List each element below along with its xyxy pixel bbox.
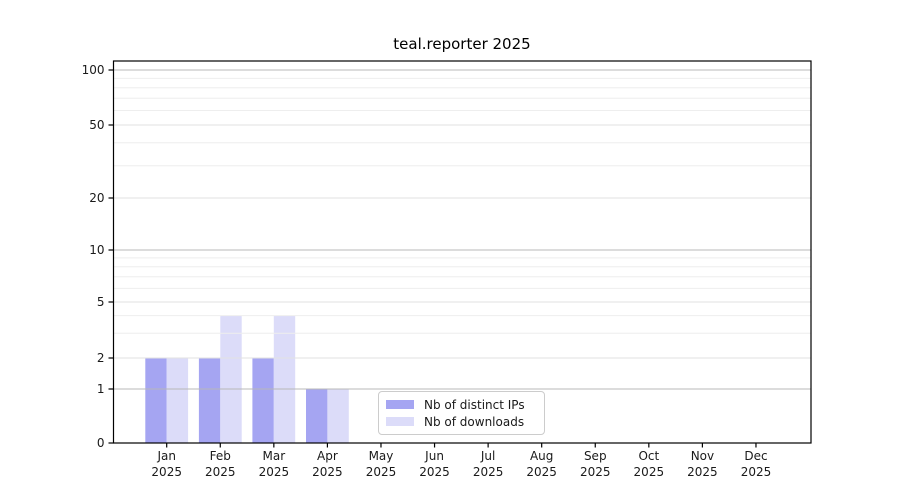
x-tick-label-year: 2025 (526, 465, 557, 479)
chart-title: teal.reporter 2025 (393, 35, 531, 53)
bar-nb-of-downloads-mar (273, 315, 296, 443)
x-tick-label-month: Oct (638, 449, 659, 463)
plot-border (112, 60, 812, 444)
bar-nb-of-distinct-ips-apr (306, 389, 328, 443)
y-tick-label: 10 (89, 243, 104, 257)
x-tick-label-month: Jul (480, 449, 495, 463)
y-tick-label: 50 (89, 118, 104, 132)
x-tick-label-month: Aug (530, 449, 553, 463)
x-tick-label-month: Nov (691, 449, 714, 463)
x-tick-label-year: 2025 (580, 465, 611, 479)
bar-nb-of-distinct-ips-jan (145, 358, 167, 443)
x-tick-label-month: Dec (744, 449, 767, 463)
legend-label-distinct-ips: Nb of distinct IPs (424, 397, 525, 412)
legend-entry-downloads: Nb of downloads (386, 416, 544, 428)
y-tick-label: 20 (89, 191, 104, 205)
x-tick-label-month: May (369, 449, 394, 463)
x-tick-label-year: 2025 (419, 465, 450, 479)
x-tick-label-year: 2025 (687, 465, 718, 479)
x-tick-label-year: 2025 (634, 465, 665, 479)
x-tick-label-month: Sep (584, 449, 607, 463)
x-tick-label-year: 2025 (473, 465, 504, 479)
y-tick-label: 2 (97, 351, 105, 365)
x-tick-label-year: 2025 (312, 465, 343, 479)
bar-nb-of-downloads-apr (327, 389, 349, 443)
y-tick-label: 100 (82, 63, 105, 77)
x-tick-label-year: 2025 (151, 465, 182, 479)
legend-swatch-distinct-ips (386, 400, 414, 409)
x-tick-label-year: 2025 (741, 465, 772, 479)
bar-nb-of-distinct-ips-feb (198, 358, 221, 443)
bar-nb-of-downloads-feb (220, 315, 242, 443)
y-tick-label: 0 (97, 436, 105, 450)
x-tick-label-month: Mar (263, 449, 286, 463)
x-tick-label-year: 2025 (366, 465, 397, 479)
x-tick-label-month: Feb (210, 449, 231, 463)
y-tick-label: 5 (97, 295, 105, 309)
x-tick-label-year: 2025 (205, 465, 236, 479)
y-tick-label: 1 (97, 382, 105, 396)
legend: Nb of distinct IPs Nb of downloads (378, 391, 545, 435)
legend-label-downloads: Nb of downloads (424, 414, 525, 429)
x-tick-label-month: Jan (156, 449, 176, 463)
bar-nb-of-distinct-ips-mar (252, 358, 274, 443)
legend-swatch-downloads (386, 417, 414, 426)
x-tick-label-month: Jun (424, 449, 444, 463)
legend-entry-distinct-ips: Nb of distinct IPs (386, 399, 544, 411)
x-tick-label-year: 2025 (259, 465, 290, 479)
x-tick-label-month: Apr (317, 449, 338, 463)
bar-nb-of-downloads-jan (166, 358, 189, 443)
